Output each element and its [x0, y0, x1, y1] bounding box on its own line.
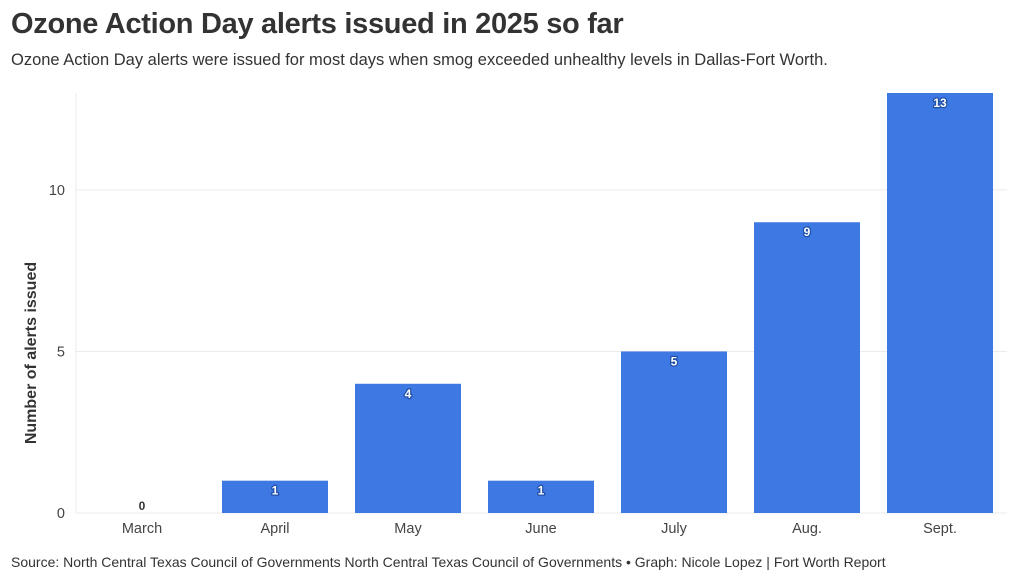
data-label: 0	[139, 499, 146, 513]
bar-june	[488, 480, 594, 513]
y-tick-label: 5	[57, 344, 65, 360]
data-label: 9	[804, 225, 811, 239]
y-tick-label: 10	[49, 183, 65, 199]
bar-sept	[887, 93, 993, 513]
bar-may	[355, 383, 461, 513]
bar-aug	[754, 222, 860, 513]
y-tick-label: 0	[57, 506, 65, 522]
x-tick-label: July	[661, 521, 688, 537]
source-credit: Source: North Central Texas Council of G…	[11, 554, 886, 570]
x-tick-label: May	[394, 521, 422, 537]
x-tick-label: March	[122, 521, 162, 537]
data-label: 1	[272, 484, 279, 498]
bar-april	[222, 480, 328, 513]
gridlines	[76, 189, 1007, 514]
data-labels: 0 1 4 1 5 9 13	[137, 95, 948, 515]
chart-subtitle: Ozone Action Day alerts were issued for …	[11, 51, 828, 69]
data-label: 5	[671, 354, 678, 368]
y-axis-title: Number of alerts issued	[23, 262, 40, 444]
data-label: 13	[933, 96, 947, 110]
x-tick-label: April	[260, 521, 289, 537]
x-tick-label: Aug.	[792, 521, 822, 537]
chart-title: Ozone Action Day alerts issued in 2025 s…	[11, 8, 624, 40]
x-tick-label: Sept.	[923, 521, 957, 537]
bars	[222, 93, 993, 513]
bar-july	[621, 351, 727, 513]
data-label: 1	[538, 484, 545, 498]
data-label: 4	[405, 387, 412, 401]
x-tick-label: June	[525, 521, 556, 537]
